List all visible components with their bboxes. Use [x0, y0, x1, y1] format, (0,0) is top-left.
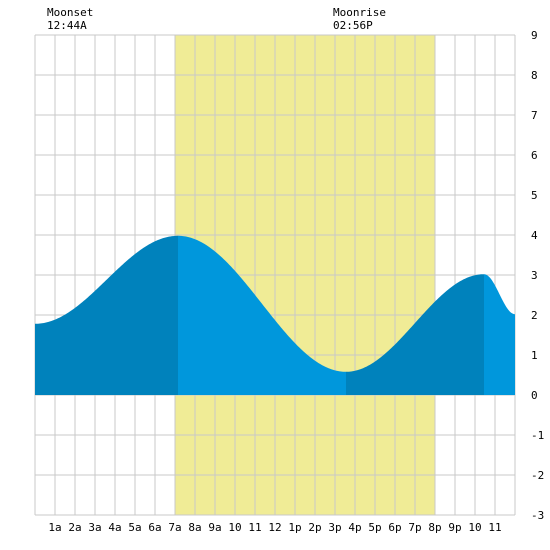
x-tick-label: 2p: [308, 521, 321, 534]
moonset-time: 12:44A: [47, 19, 87, 32]
x-tick-label: 10: [468, 521, 481, 534]
x-tick-label: 10: [228, 521, 241, 534]
tide-segment: [35, 235, 178, 395]
x-tick-labels: 1a 2a 3a 4a 5a 6a 7a 8a 9a 10 11 12 1p 2p 3p 4p 5p 6p 7p 8p…: [48, 521, 501, 534]
moonrise-label: Moonrise: [333, 6, 386, 19]
x-tick-label: 11: [248, 521, 261, 534]
x-tick-label: 12: [268, 521, 281, 534]
x-tick-label: 4a: [108, 521, 121, 534]
x-tick-label: 1a: [48, 521, 61, 534]
x-tick-label: 11: [488, 521, 501, 534]
y-tick-label: -2: [531, 469, 544, 482]
moonset-label: Moonset: [47, 6, 93, 19]
x-tick-label: 5a: [128, 521, 141, 534]
tide-segment: [346, 274, 484, 395]
x-tick-label: 8a: [188, 521, 201, 534]
x-tick-label: 5p: [368, 521, 381, 534]
x-tick-label: 9a: [208, 521, 221, 534]
tide-segment: [178, 235, 346, 395]
x-tick-label: 1p: [288, 521, 301, 534]
moonrise-time: 02:56P: [333, 19, 373, 32]
y-tick-label: 7: [531, 109, 538, 122]
y-tick-label: 8: [531, 69, 538, 82]
y-tick-labels: -3 -2 -1 0 1 2 3 4 5 6 7 8 9: [531, 29, 544, 522]
y-tick-label: 1: [531, 349, 538, 362]
y-tick-label: 9: [531, 29, 538, 42]
y-tick-label: 4: [531, 229, 538, 242]
y-tick-label: 2: [531, 309, 538, 322]
x-tick-label: 6a: [148, 521, 161, 534]
y-tick-label: -1: [531, 429, 544, 442]
x-tick-label: 9p: [448, 521, 461, 534]
y-tick-label: 6: [531, 149, 538, 162]
x-tick-label: 4p: [348, 521, 361, 534]
x-tick-label: 2a: [68, 521, 81, 534]
y-tick-label: -3: [531, 509, 544, 522]
tide-segment: [484, 274, 515, 395]
y-tick-label: 5: [531, 189, 538, 202]
tide-area: [35, 235, 515, 395]
x-tick-label: 7a: [168, 521, 181, 534]
x-tick-label: 8p: [428, 521, 441, 534]
x-tick-label: 3a: [88, 521, 101, 534]
x-tick-label: 7p: [408, 521, 421, 534]
y-tick-label: 0: [531, 389, 538, 402]
x-tick-label: 3p: [328, 521, 341, 534]
y-tick-label: 3: [531, 269, 538, 282]
x-tick-label: 6p: [388, 521, 401, 534]
